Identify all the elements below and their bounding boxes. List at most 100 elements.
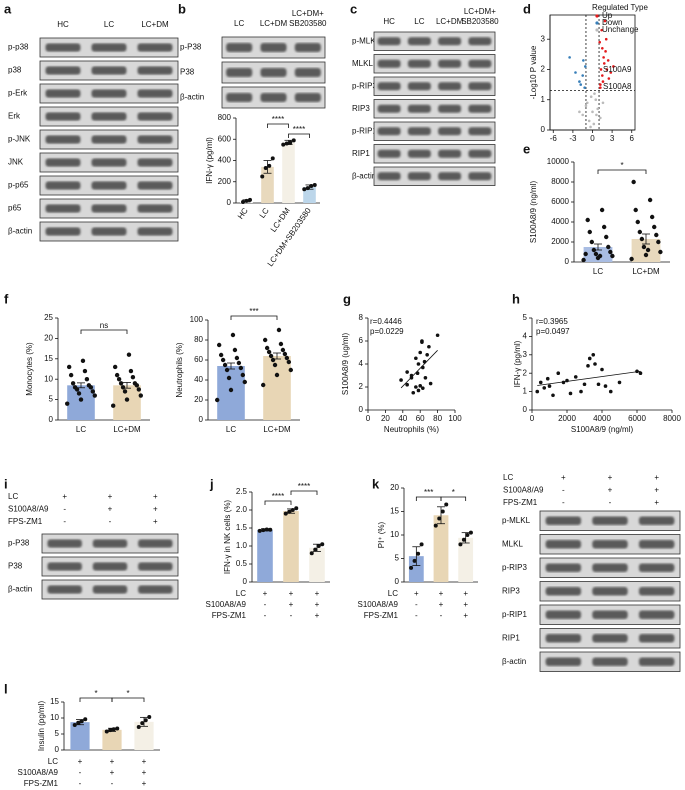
data-point (283, 511, 288, 516)
blot-band (468, 59, 492, 68)
blot-band (45, 204, 81, 213)
condition-sign: - (440, 611, 443, 620)
condition-sign: + (463, 600, 468, 609)
blot-band (47, 585, 82, 594)
data-point (244, 198, 249, 203)
data-point (418, 384, 423, 388)
blot-band (377, 37, 401, 46)
condition-sign: + (439, 589, 444, 598)
x-tick-label: 20 (381, 414, 390, 423)
condition-sign: + (108, 492, 113, 501)
data-point (603, 19, 607, 23)
data-point (582, 59, 585, 62)
stat-label: p=0.0229 (370, 327, 404, 336)
data-point (647, 197, 653, 203)
significance-bracket (111, 697, 145, 702)
y-axis-label: PI⁺ (%) (377, 521, 386, 548)
data-point (652, 224, 657, 230)
data-point (656, 239, 661, 245)
data-point (72, 723, 77, 728)
data-point (264, 345, 270, 351)
significance-label: **** (298, 482, 310, 491)
y-tick-label: 400 (218, 156, 232, 165)
data-point (601, 224, 607, 230)
blot-band (638, 610, 675, 619)
data-point (278, 341, 284, 347)
y-tick-label: 20 (194, 395, 203, 404)
significance-label: ns (100, 321, 108, 330)
x-tick-label: -6 (550, 134, 558, 143)
blot-band (45, 43, 81, 52)
data-point (658, 249, 663, 255)
data-point (132, 381, 138, 386)
y-tick-label: 20 (44, 334, 53, 343)
bar (303, 187, 316, 203)
data-point (412, 558, 417, 563)
data-point (90, 389, 96, 394)
data-point (230, 332, 236, 338)
data-point (228, 387, 234, 393)
data-point (112, 364, 118, 370)
significance-bracket (415, 496, 442, 501)
lane-label: SB203580 (289, 19, 327, 28)
panel-label: k (372, 476, 380, 491)
significance-label: * (126, 689, 129, 698)
blot-band (592, 610, 628, 619)
y-tick-label: 1.5 (236, 523, 248, 532)
blot-band (545, 634, 582, 643)
data-point (232, 347, 238, 353)
data-point (635, 219, 640, 225)
data-point (309, 184, 314, 188)
x-axis-label: S100A8/9 (ng/ml) (571, 425, 634, 434)
significance-bracket (440, 496, 467, 501)
data-point (638, 371, 643, 376)
x-tick-label: LC (226, 425, 236, 434)
y-tick-label: 5 (395, 554, 400, 563)
blot-band (468, 172, 492, 181)
data-point (551, 393, 555, 398)
data-point (65, 401, 70, 406)
data-point (535, 389, 540, 394)
x-tick-label: 100 (448, 414, 462, 423)
legend-label: Down (602, 18, 622, 27)
data-point (313, 547, 318, 552)
data-point (416, 362, 421, 366)
x-tick-label: 80 (433, 414, 442, 423)
data-point (287, 509, 292, 514)
x-tick-label: LC+DM (263, 425, 291, 434)
x-tick-label: LC (76, 425, 86, 434)
blot-band (638, 657, 675, 666)
condition-sign: - (264, 611, 267, 620)
blot-band (377, 59, 401, 68)
blot-band (438, 149, 462, 158)
condition-sign: - (63, 517, 66, 526)
data-point (547, 384, 552, 388)
data-point (594, 98, 598, 102)
data-point (568, 391, 573, 396)
condition-sign: + (110, 757, 115, 766)
significance-bracket (80, 329, 128, 334)
data-point (545, 376, 550, 381)
condition-sign: + (654, 498, 659, 507)
data-point (643, 252, 649, 258)
condition-name: FPS-ZM1 (212, 611, 247, 620)
blot-band (438, 59, 462, 68)
y-tick-label: 3 (541, 34, 546, 43)
data-point (286, 359, 292, 365)
y-tick-label: 25 (44, 313, 53, 322)
blot-band (545, 610, 582, 619)
condition-sign: - (109, 517, 112, 526)
data-point (282, 351, 288, 357)
condition-sign: + (414, 589, 419, 598)
data-point (602, 56, 605, 59)
significance-label: **** (272, 492, 284, 501)
stat-label: r=0.3965 (536, 317, 568, 326)
data-point (458, 542, 463, 547)
blot-band (438, 37, 462, 46)
data-point (68, 372, 74, 378)
condition-sign: + (153, 517, 158, 526)
data-point (649, 214, 655, 220)
legend-marker (595, 28, 599, 32)
blot-band (47, 539, 82, 548)
